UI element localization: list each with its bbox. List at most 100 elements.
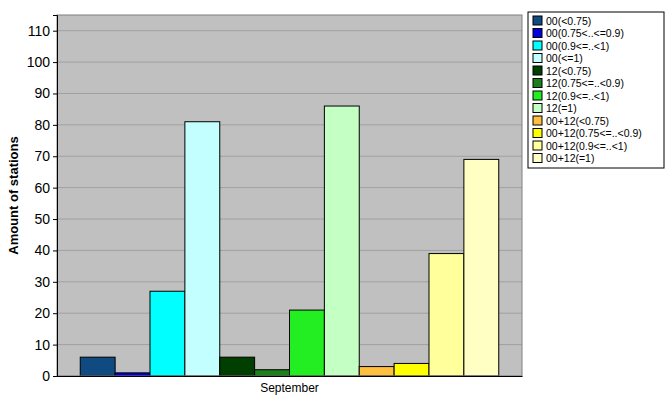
y-tick-mark xyxy=(53,250,57,251)
y-tick-label: 110 xyxy=(28,23,51,39)
grid-line xyxy=(57,219,522,220)
y-axis-line xyxy=(53,16,58,377)
y-tick-mark xyxy=(53,376,57,377)
legend-label: 12(0.9<=..<1) xyxy=(546,90,609,102)
legend-label: 00+12(=1) xyxy=(546,152,594,164)
legend-swatch xyxy=(533,16,542,25)
x-tick-label: September xyxy=(260,381,319,395)
grid-line xyxy=(57,93,522,94)
y-tick: 50 xyxy=(34,211,57,227)
legend-swatch xyxy=(533,29,542,38)
series xyxy=(185,122,220,376)
y-tick-label: 60 xyxy=(34,180,50,196)
y-tick: 40 xyxy=(34,242,57,258)
series xyxy=(150,291,185,376)
series xyxy=(255,370,290,376)
bar xyxy=(290,310,325,376)
grid-line xyxy=(57,187,522,188)
y-tick: 80 xyxy=(34,117,57,133)
legend-label: 12(=1) xyxy=(546,102,577,114)
y-tick-mark xyxy=(53,282,57,283)
y-tick-mark xyxy=(53,345,57,346)
y-tick-mark xyxy=(53,31,57,32)
y-tick-mark xyxy=(53,156,57,157)
y-tick: 20 xyxy=(34,305,57,321)
y-axis: 0 10 20 30 40 50 60 70 80 90 100 110 xyxy=(27,16,58,384)
bar xyxy=(324,106,359,376)
grid-line xyxy=(57,62,522,63)
legend-item: 12(0.75<=..<0.9) xyxy=(533,77,624,89)
legend-item: 12(0.9<=..<1) xyxy=(533,90,609,102)
x-axis-line xyxy=(58,376,523,377)
series xyxy=(394,363,429,376)
legend-item: 00(<0.75) xyxy=(533,15,591,27)
legend-label: 00(0.9<=..<1) xyxy=(546,40,609,52)
x-tick: September xyxy=(260,376,319,395)
y-tick-label: 100 xyxy=(27,54,51,70)
legend-label: 12(<0.75) xyxy=(546,65,591,77)
y-tick-label: 90 xyxy=(34,85,50,101)
series xyxy=(359,367,394,376)
x-axis: September xyxy=(58,376,523,395)
legend-swatch xyxy=(533,154,542,163)
legend-label: 00+12(<0.75) xyxy=(546,115,609,127)
y-tick-mark xyxy=(53,125,57,126)
series xyxy=(464,159,499,376)
y-tick-label: 50 xyxy=(34,211,50,227)
y-tick: 100 xyxy=(27,54,57,70)
legend: 00(<0.75)00(0.75<..<=0.9)00(0.9<=..<1)00… xyxy=(528,12,664,168)
y-tick: 0 xyxy=(42,368,57,384)
legend-swatch xyxy=(533,91,542,100)
chart: 0102030405060708090100110SeptemberAmount… xyxy=(0,0,667,415)
y-tick: 70 xyxy=(34,148,57,164)
legend-swatch xyxy=(533,41,542,50)
legend-label: 00+12(0.9<=..<1) xyxy=(546,140,627,152)
bars xyxy=(80,106,499,376)
grid xyxy=(57,31,522,376)
legend-item: 00(0.9<=..<1) xyxy=(533,40,609,52)
legend-swatch xyxy=(533,54,542,63)
series xyxy=(80,357,115,376)
legend-item: 00+12(0.75<=..<0.9) xyxy=(533,127,642,139)
y-tick-label: 70 xyxy=(34,148,50,164)
legend-swatch xyxy=(533,141,542,150)
y-tick-label: 30 xyxy=(34,274,50,290)
y-tick-label: 80 xyxy=(34,117,50,133)
bar xyxy=(429,254,464,376)
legend-swatch xyxy=(533,79,542,88)
legend-item: 00(<=1) xyxy=(533,52,583,64)
series xyxy=(290,310,325,376)
grid-line xyxy=(57,30,522,31)
y-tick: 110 xyxy=(28,23,57,39)
legend-item: 12(<0.75) xyxy=(533,65,591,77)
bar xyxy=(255,370,290,376)
legend-item: 00+12(0.9<=..<1) xyxy=(533,140,627,152)
series xyxy=(220,357,255,376)
y-tick: 90 xyxy=(34,85,57,101)
bar xyxy=(394,363,429,376)
grid-line xyxy=(57,124,522,125)
grid-line xyxy=(57,250,522,251)
legend-swatch xyxy=(533,116,542,125)
bar xyxy=(464,159,499,376)
bar xyxy=(220,357,255,376)
plot: 0 10 20 30 40 50 60 70 80 90 100 110 September xyxy=(27,15,523,395)
y-tick-label: 40 xyxy=(34,242,50,258)
legend-label: 12(0.75<=..<0.9) xyxy=(546,77,624,89)
bar xyxy=(359,367,394,376)
y-tick-label: 10 xyxy=(34,337,50,353)
y-tick: 30 xyxy=(34,274,57,290)
legend-swatch xyxy=(533,66,542,75)
series xyxy=(429,254,464,376)
grid-line xyxy=(57,156,522,157)
legend-label: 00(<=1) xyxy=(546,52,583,64)
legend-label: 00(0.75<..<=0.9) xyxy=(546,27,624,39)
y-tick-label: 20 xyxy=(34,305,50,321)
bar xyxy=(185,122,220,376)
legend-label: 00+12(0.75<=..<0.9) xyxy=(546,127,642,139)
bar xyxy=(150,291,185,376)
y-tick-mark xyxy=(53,313,57,314)
legend-item: 00+12(<0.75) xyxy=(533,115,609,127)
plot-frame xyxy=(57,15,522,376)
series xyxy=(324,106,359,376)
